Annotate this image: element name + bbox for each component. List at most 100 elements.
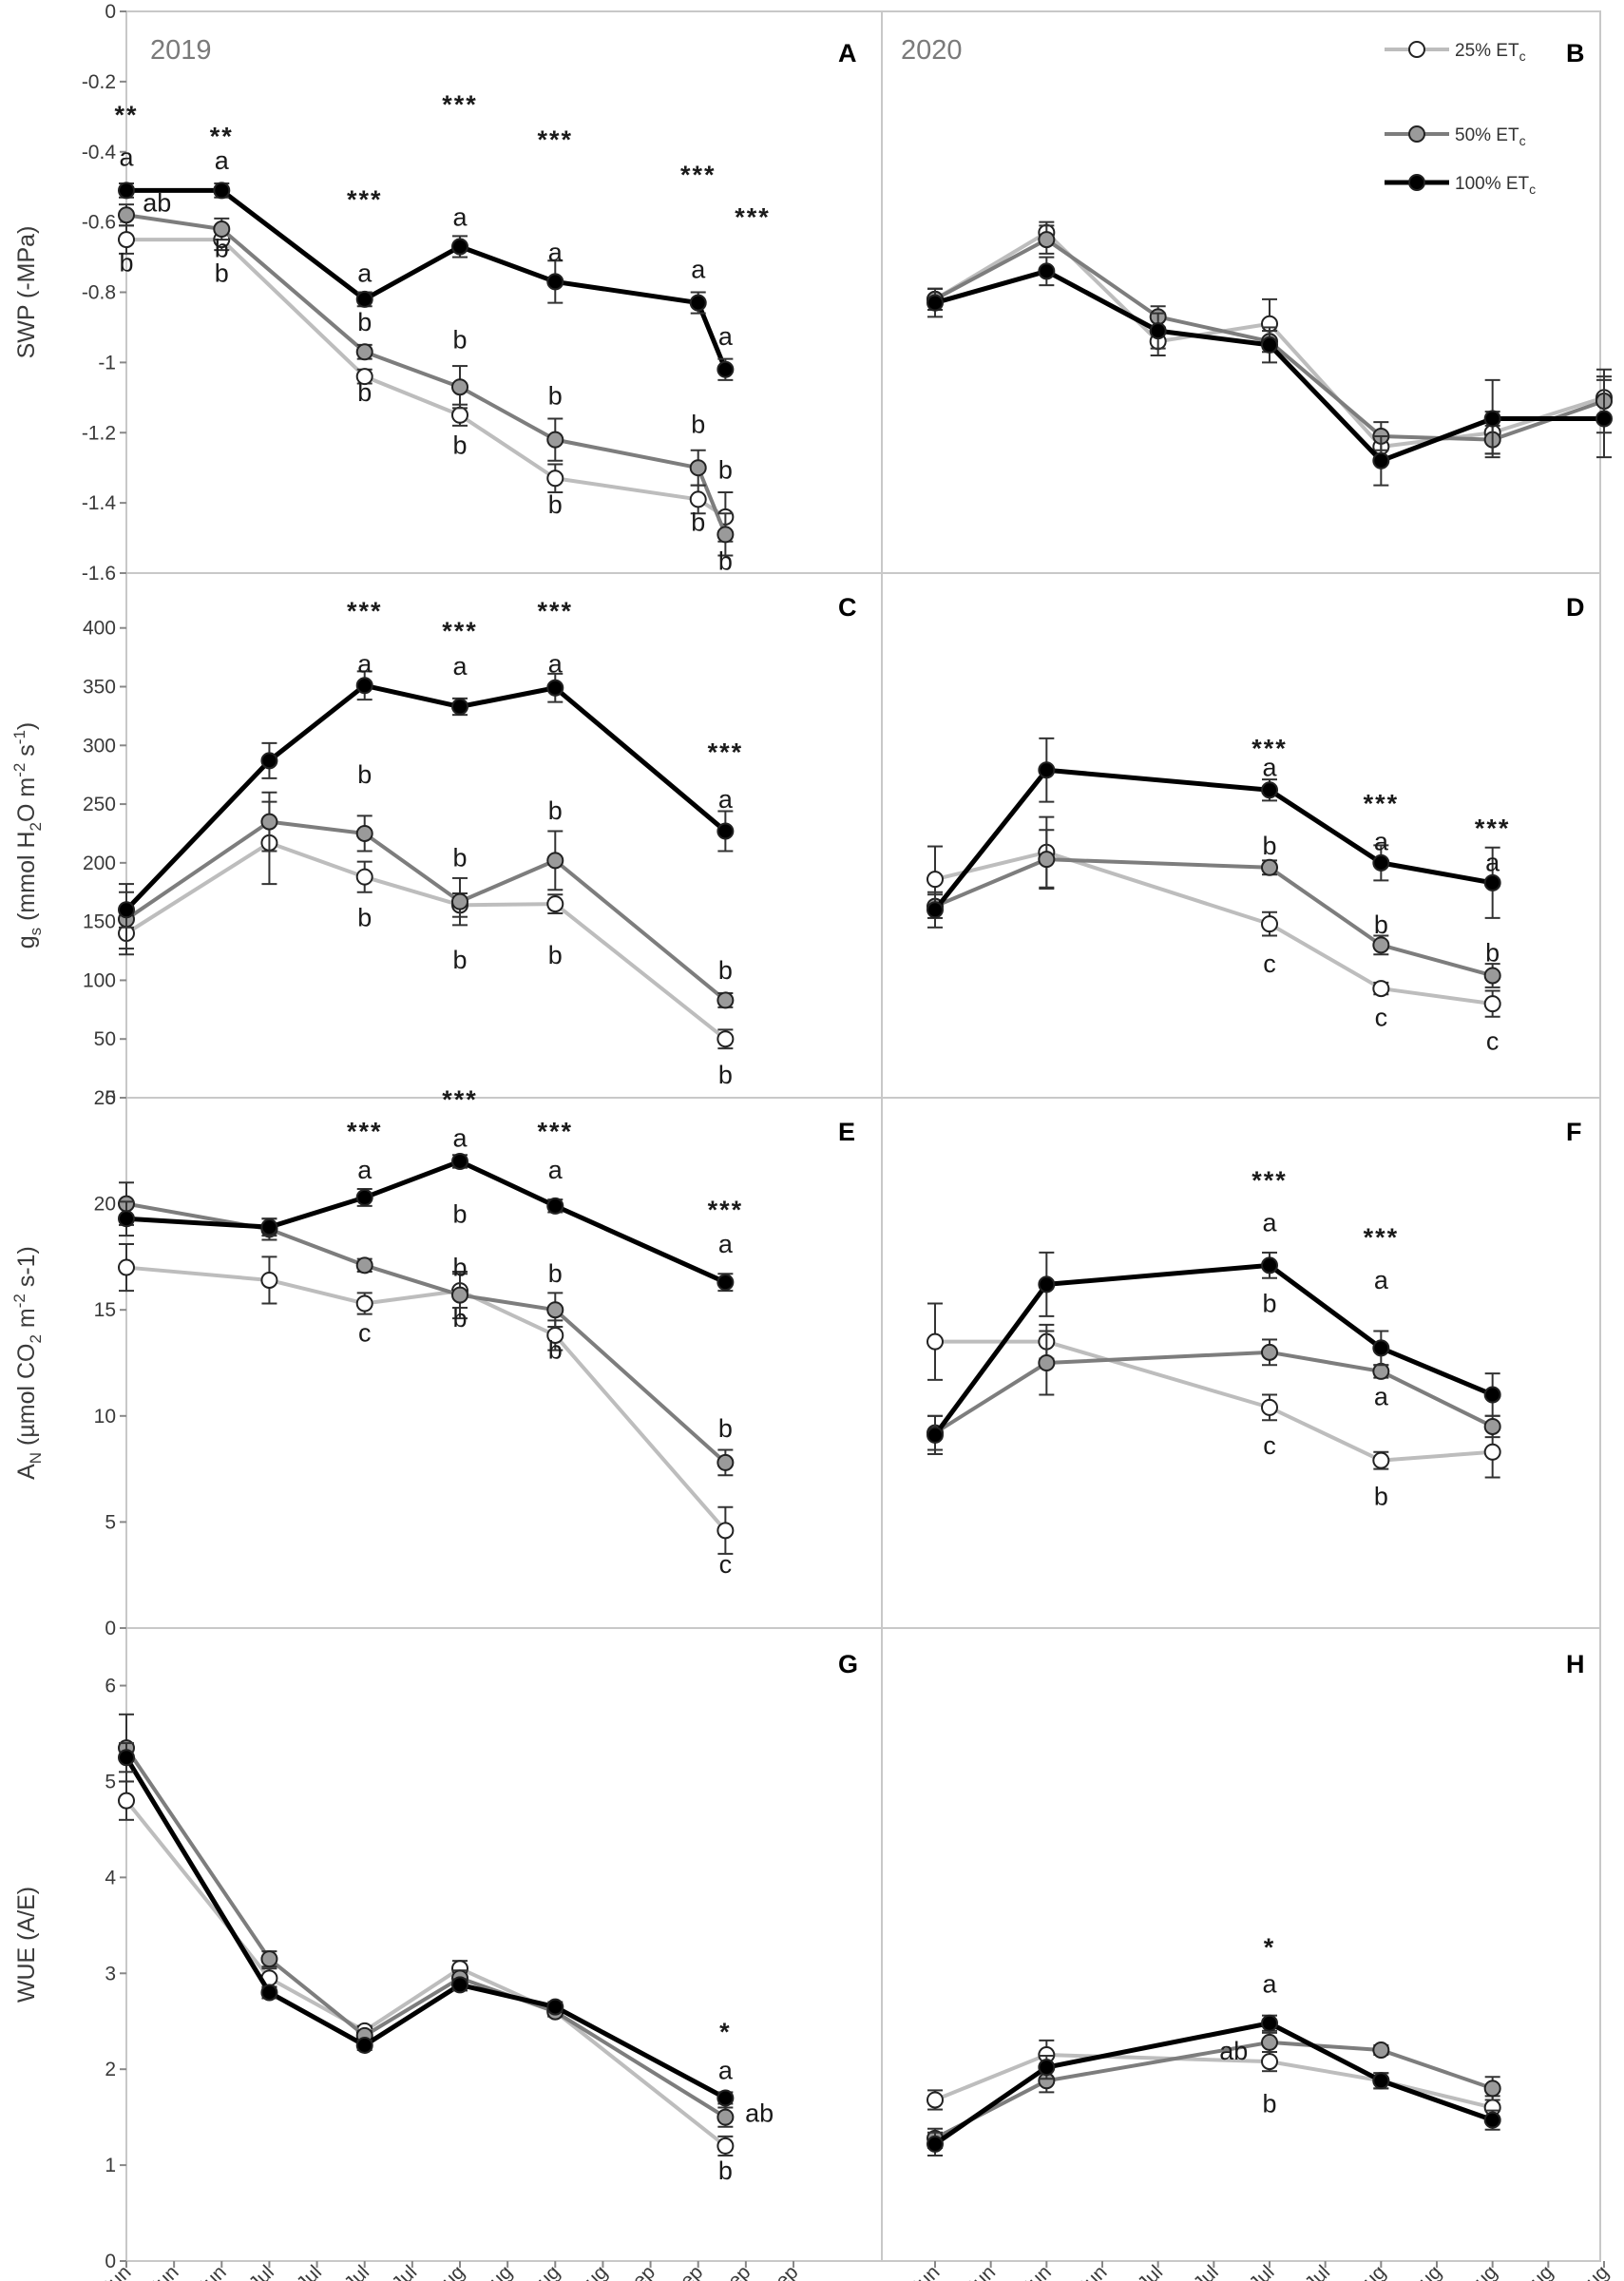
legend-label: 100% ETc [1455, 174, 1536, 197]
data-point [1261, 1398, 1278, 1416]
significance-stars: ** [114, 101, 138, 129]
group-letter: ab [143, 189, 171, 218]
x-axis-2019: 16-Jun23-Jun30-Jun7-Jul14-Jul21-Jul28-Ju… [77, 2261, 803, 2281]
group-letter: a [357, 259, 373, 287]
series-50etc [927, 829, 1501, 988]
data-point [546, 470, 564, 488]
group-letter: b [452, 326, 467, 355]
data-point [1261, 1343, 1278, 1361]
series-line [124, 840, 727, 1041]
series-25etc [927, 815, 1501, 1018]
significance-stars: *** [347, 597, 383, 625]
panel-H: H * a abb [927, 1650, 1585, 2156]
data-point [355, 868, 373, 886]
series-25etc [118, 1243, 735, 1555]
y-tick-label: -0.6 [82, 212, 116, 234]
data-point [355, 2036, 373, 2054]
y-axis-title-part: SWP (-MPa) [13, 226, 40, 359]
group-letter: a [1262, 753, 1277, 781]
y-axis-title-part: s [13, 744, 40, 762]
group-letter: b [548, 796, 563, 825]
data-point [1483, 2111, 1501, 2129]
data-point [1372, 1339, 1390, 1357]
group-letter: c [1263, 949, 1276, 978]
y-axis-title: AN (µmol CO2 m-2 s-1) [10, 1246, 45, 1480]
data-point [927, 871, 944, 889]
y-axis-title-part: 2 [27, 1334, 45, 1343]
axes: 0 -0.2 -0.4 -0.6 -0.8 -1 -1.2 -1.4 -1.6 SWP (-MPa… [10, 1, 1614, 2281]
group-letter: b [215, 259, 229, 287]
data-point [118, 1258, 135, 1276]
panel-F: F *** *** a a b a c b [927, 1118, 1582, 1511]
series-100etc [118, 182, 735, 381]
y-axis-title-part: A [13, 1464, 40, 1480]
data-point [1372, 2041, 1390, 2059]
data-point [716, 1030, 735, 1048]
panel-letter: E [838, 1118, 855, 1146]
significance-stars: * [719, 2018, 732, 2046]
data-point [118, 182, 135, 200]
data-point [546, 679, 564, 697]
y-axis-title-part: -2 [10, 1294, 29, 1308]
data-point [213, 220, 231, 239]
y-axis-G: 0 1 2 3 4 5 6 WUE (A/E) [13, 1676, 126, 2272]
y-tick-label: 200 [83, 853, 116, 874]
data-point [1038, 761, 1056, 779]
group-letter: a [452, 1123, 468, 1152]
data-point [546, 1998, 564, 2016]
series-line [125, 1159, 727, 1285]
data-point [546, 895, 564, 913]
series-25etc [118, 1780, 735, 2156]
group-letter: a [718, 2056, 734, 2084]
group-letter: b [452, 844, 467, 872]
data-point [260, 1218, 278, 1236]
series-line [933, 2021, 1494, 2146]
y-axis-title-part: WUE (A/E) [13, 1887, 40, 2003]
group-letter: b [1262, 2090, 1276, 2118]
data-point [1038, 2059, 1056, 2077]
group-letter: b [718, 1061, 733, 1089]
y-axis-title-part: (mmol H [13, 831, 40, 927]
y-axis-title-part: N [27, 1452, 45, 1464]
group-letter: a [548, 1156, 564, 1184]
y-axis-A: 0 -0.2 -0.4 -0.6 -0.8 -1 -1.2 -1.4 -1.6 SWP (-MPa… [13, 1, 126, 585]
y-axis-title-part: (µmol CO [13, 1344, 40, 1452]
data-point [118, 206, 135, 224]
series-100etc [927, 256, 1613, 487]
data-point [451, 698, 468, 716]
data-point [1483, 1443, 1501, 1461]
group-letter: ab [745, 2099, 774, 2128]
x-tick-label: 1-Sep [606, 2261, 659, 2281]
data-point [546, 1197, 564, 1215]
x-tick-label: 20-Jul [1225, 2261, 1279, 2281]
data-point [1261, 781, 1278, 799]
series-line [933, 767, 1494, 911]
data-point [1372, 1362, 1390, 1380]
data-point [1372, 1451, 1390, 1469]
x-tick-label: 8-Sep [654, 2261, 707, 2281]
significance-stars: *** [1251, 735, 1288, 763]
data-point [716, 2137, 735, 2155]
y-axis-title-part: s-1) [13, 1246, 40, 1294]
legend-label: 25% ETc [1455, 41, 1526, 64]
y-tick-label: 100 [83, 969, 116, 991]
group-letter: b [548, 382, 563, 411]
panel-letter: B [1566, 39, 1585, 67]
y-tick-label: 3 [105, 1963, 116, 1984]
group-letter: b [548, 1336, 563, 1365]
y-axis-title-part: m [13, 1308, 40, 1334]
significance-stars: *** [680, 161, 716, 189]
significance-stars: *** [442, 617, 478, 645]
group-letter: b [452, 1253, 467, 1281]
year-label: 2019 [150, 35, 212, 66]
data-point [1261, 1256, 1278, 1275]
x-tick-label: 14-Jul [272, 2261, 326, 2281]
group-letter: c [1375, 1004, 1388, 1032]
data-point [1261, 2033, 1278, 2051]
legend-label-main: 100% ET [1455, 174, 1530, 194]
x-tick-label: 13-Jul [1169, 2261, 1223, 2281]
legend-label-sub: c [1529, 182, 1536, 197]
